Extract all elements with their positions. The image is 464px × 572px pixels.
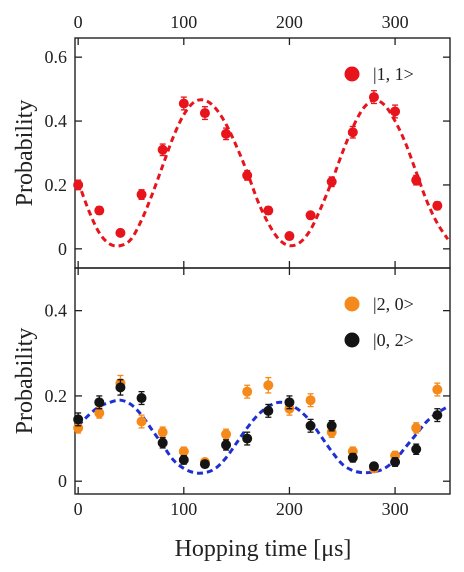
bottom-series1-point: [115, 382, 126, 393]
bottom-series1-point: [178, 454, 189, 465]
top-y-tick-label: 0.4: [45, 111, 68, 131]
bottom-fit-curve: [77, 398, 449, 475]
bottom-x-tick-label: 200: [276, 499, 303, 519]
bottom-series1-point: [73, 414, 84, 425]
bottom-series1-point: [347, 452, 358, 463]
top-series0-point: [390, 106, 401, 117]
top-series0-point: [157, 144, 168, 155]
bottom-y-tick-label: 0.4: [45, 301, 68, 321]
top-y-tick-label: 0: [58, 239, 67, 259]
bottom-series1-point: [221, 439, 232, 450]
top-x-tick-label: 100: [170, 12, 197, 32]
top-series0-point: [347, 127, 358, 138]
top-series0-point: [263, 205, 274, 216]
bottom-series0-point: [221, 429, 232, 440]
top-series0-point: [178, 98, 189, 109]
top-series0-point: [305, 210, 316, 221]
bottom-series1-point: [263, 405, 274, 416]
bottom-series1-point: [94, 397, 105, 408]
bottom-series1-point: [411, 444, 422, 455]
top-series0-point: [411, 175, 422, 186]
bottom-series1-point: [368, 461, 379, 472]
top-x-tick-label: 300: [382, 12, 409, 32]
bottom-series0-point: [411, 422, 422, 433]
top-series0-point: [199, 108, 210, 119]
bottom-x-tick-label: 100: [170, 499, 197, 519]
bottom-series1-point: [284, 397, 295, 408]
x-axis-title: Hopping time [μs]: [175, 536, 352, 562]
top-series0-point: [284, 231, 295, 242]
bottom-y-axis-title: Probability: [12, 328, 38, 435]
panel-bottom: 0 0.2 0.4 0 100 200 300 Probability |2, 0> |0, 2>: [12, 267, 451, 519]
bottom-series1-point: [390, 457, 401, 468]
top-series0-point: [115, 227, 126, 238]
bottom-series0-point: [178, 446, 189, 457]
top-legend-label-0: |1, 1>: [373, 64, 414, 84]
top-series0-point: [94, 205, 105, 216]
top-series0-point: [432, 200, 443, 211]
top-series0-point: [136, 189, 147, 200]
top-series0-point: [221, 128, 232, 139]
top-series0-point: [368, 92, 379, 103]
bottom-series0-point: [263, 380, 274, 391]
bottom-legend-label-1: |0, 2>: [373, 330, 414, 350]
top-series0-point: [73, 179, 84, 190]
bottom-y-tick-label: 0.2: [45, 386, 68, 406]
bottom-series0-point: [157, 427, 168, 438]
top-fit-curve: [76, 98, 450, 248]
top-y-axis-title: Probability: [12, 100, 38, 207]
top-series0-point: [242, 170, 253, 181]
top-y-tick-label: 0.6: [45, 47, 68, 67]
bottom-series0-point: [432, 384, 443, 395]
bottom-x-tick-label: 0: [74, 499, 83, 519]
bottom-y-tick-label: 0: [58, 471, 67, 491]
top-x-tick-label: 200: [276, 12, 303, 32]
bottom-legend-marker-0: [344, 296, 360, 312]
bottom-series0-point: [136, 416, 147, 427]
top-y-tick-label: 0.2: [45, 175, 68, 195]
bottom-series1-point: [157, 437, 168, 448]
bottom-series1-point: [136, 393, 147, 404]
panel-top: 0 0.2 0.4 0.6 0 100 200 300 Probability |1, 1>: [12, 12, 451, 269]
bottom-plot-frame: [74, 267, 451, 495]
bottom-legend-label-0: |2, 0>: [373, 294, 414, 314]
bottom-series1-point: [432, 410, 443, 421]
bottom-series1-point: [305, 420, 316, 431]
bottom-series0-point: [94, 407, 105, 418]
bottom-series0-point: [305, 395, 316, 406]
bottom-series1-point: [326, 420, 337, 431]
top-legend-marker-0: [344, 66, 360, 82]
top-x-tick-label: 0: [74, 12, 83, 32]
bottom-series1-point: [199, 459, 210, 470]
top-series0-point: [326, 176, 337, 187]
bottom-series1-point: [242, 433, 253, 444]
bottom-x-tick-label: 300: [382, 499, 409, 519]
bottom-legend-marker-1: [344, 332, 360, 348]
bottom-series0-point: [242, 386, 253, 397]
